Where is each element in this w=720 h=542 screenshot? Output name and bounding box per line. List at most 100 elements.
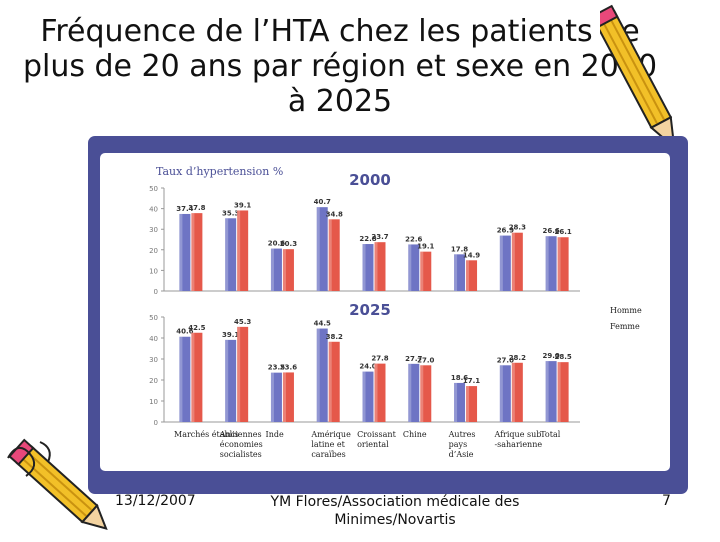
bar-value-label: 14.9: [463, 251, 480, 259]
bar-value-label: 23.7: [371, 233, 388, 241]
y-tick-label: 40: [149, 206, 158, 214]
category-label: oriental: [357, 440, 389, 449]
category-label: pays: [449, 440, 468, 449]
y-axis-title: Taux d’hypertension %: [156, 165, 283, 178]
bar-value-label: 26.1: [554, 228, 571, 236]
bar: [374, 363, 386, 422]
bar-highlight: [499, 235, 503, 291]
bar-highlight: [328, 219, 332, 291]
bar-value-label: 37.8: [188, 204, 205, 212]
category-label: Inde: [266, 430, 284, 439]
bar-value-label: 22.8: [359, 235, 376, 243]
bar-highlight: [237, 326, 241, 422]
bar-value-label: 26.6: [542, 227, 559, 235]
bar: [408, 244, 420, 291]
bar-value-label: 29.0: [542, 352, 559, 360]
bar: [374, 242, 386, 291]
bar: [191, 213, 203, 291]
bar-value-label: 28.3: [509, 224, 526, 232]
bar-value-label: 23.6: [280, 363, 297, 371]
bar: [499, 235, 511, 291]
category-label: Amérique: [310, 430, 351, 439]
bar: [511, 232, 523, 291]
y-tick-label: 30: [149, 356, 158, 364]
bar-value-label: 28.5: [554, 353, 571, 361]
bar-highlight: [511, 232, 515, 291]
category-label: socialistes: [220, 450, 262, 459]
bar: [362, 371, 374, 422]
bar-highlight: [374, 363, 378, 422]
bar-value-label: 19.1: [417, 243, 434, 251]
bar-highlight: [282, 249, 286, 291]
pencil-bottom-left-icon: [7, 438, 108, 530]
bar: [237, 326, 249, 422]
bar: [270, 372, 282, 422]
bar-value-label: 40.7: [314, 198, 331, 206]
bar-highlight: [545, 236, 549, 291]
bar-highlight: [408, 363, 412, 422]
bar-value-label: 27.7: [405, 355, 422, 363]
bar-value-label: 26.9: [497, 227, 514, 235]
y-tick-label: 50: [149, 314, 158, 322]
category-label: Autres: [448, 430, 476, 439]
bar: [545, 361, 557, 422]
bar-value-label: 39.1: [222, 331, 239, 339]
bar-value-label: 45.3: [234, 318, 251, 326]
bar-value-label: 35.3: [222, 209, 239, 217]
bar: [316, 207, 328, 291]
category-label: Anciennes: [219, 430, 262, 439]
panel-year-label: 2000: [349, 171, 391, 189]
bar-value-label: 17.1: [463, 377, 480, 385]
bar: [420, 365, 432, 422]
bar: [191, 332, 203, 422]
y-tick-label: 10: [149, 398, 158, 406]
bar-highlight: [225, 339, 229, 422]
bar-value-label: 27.0: [497, 356, 514, 364]
bar-highlight: [466, 386, 470, 422]
bar: [225, 339, 237, 422]
y-tick-label: 20: [149, 247, 158, 255]
bar-value-label: 18.6: [451, 374, 468, 382]
category-label: -saharienne: [494, 440, 542, 449]
bar: [420, 251, 432, 291]
chart-panel: Taux d’hypertension % 0 10 20 30 40 50 2000 37.4…: [100, 153, 670, 471]
bar-highlight: [362, 244, 366, 291]
bar-highlight: [237, 210, 241, 291]
bar-highlight: [454, 254, 458, 291]
slide-date: 13/12/2007: [115, 493, 196, 509]
y-tick-label: 50: [149, 185, 158, 193]
bar-highlight: [191, 213, 195, 291]
category-label: économies: [220, 440, 263, 449]
bar-value-label: 42.5: [188, 324, 205, 332]
bar: [557, 237, 569, 291]
y-tick-label: 30: [149, 226, 158, 234]
bar-highlight: [191, 332, 195, 422]
y-tick-label: 0: [154, 419, 158, 427]
bar-value-label: 17.8: [451, 245, 468, 253]
bar: [454, 382, 466, 422]
category-label: d’Asie: [449, 450, 474, 459]
bar: [362, 244, 374, 291]
panel-year-label: 2025: [349, 301, 391, 319]
bar-highlight: [270, 372, 274, 422]
hypertension-bar-chart: Taux d’hypertension % 0 10 20 30 40 50 2000 37.4…: [149, 165, 642, 459]
bar-value-label: 39.1: [234, 201, 251, 209]
bar-value-label: 27.8: [371, 355, 388, 363]
y-tick-label: 20: [149, 377, 158, 385]
category-label: Marchés établis: [174, 430, 239, 439]
bar: [316, 328, 328, 422]
category-label: Total: [540, 430, 561, 439]
bar-highlight: [557, 362, 561, 422]
slide-title: Fréquence de l’HTA chez les patients de …: [22, 14, 658, 119]
bar: [466, 260, 478, 291]
slide-page-number: 7: [662, 493, 671, 509]
bar-highlight: [282, 372, 286, 422]
bar: [179, 336, 191, 422]
bar-highlight: [374, 242, 378, 291]
bar-highlight: [454, 382, 458, 422]
bar: [270, 248, 282, 291]
bar: [225, 218, 237, 291]
bar-highlight: [316, 207, 320, 291]
y-tick-label: 40: [149, 335, 158, 343]
bar-highlight: [408, 244, 412, 291]
